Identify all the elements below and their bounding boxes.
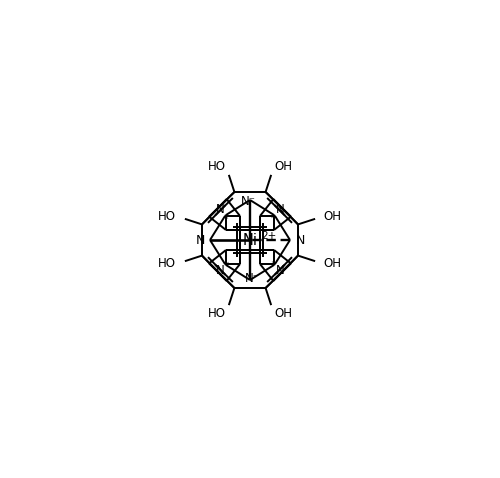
Text: N: N: [216, 264, 224, 277]
Text: 2+: 2+: [261, 231, 276, 241]
Text: HO: HO: [208, 307, 226, 320]
Text: OH: OH: [324, 258, 342, 271]
Text: HO: HO: [158, 258, 176, 271]
Text: N: N: [196, 233, 204, 247]
Text: OH: OH: [324, 209, 342, 223]
Text: OH: OH: [274, 307, 292, 320]
Text: N⁻: N⁻: [244, 272, 260, 285]
Text: N: N: [276, 203, 284, 217]
Text: Ni: Ni: [242, 232, 258, 248]
Text: OH: OH: [274, 160, 292, 173]
Text: N: N: [276, 264, 284, 277]
Text: HO: HO: [208, 160, 226, 173]
Text: N⁻: N⁻: [240, 195, 256, 207]
Text: HO: HO: [158, 209, 176, 223]
Text: N: N: [296, 233, 304, 247]
Text: N: N: [216, 203, 224, 217]
